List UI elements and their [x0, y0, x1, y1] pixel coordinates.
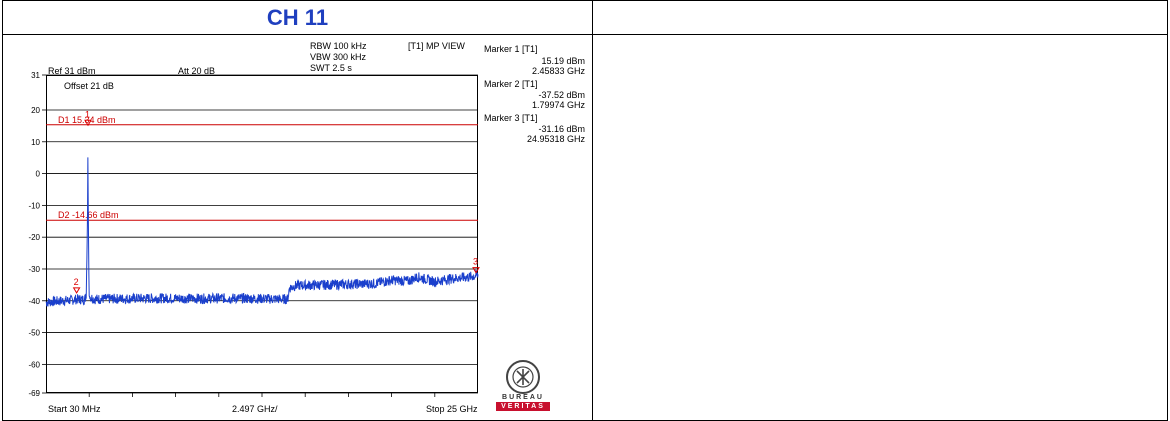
attenuation-label: Att 20 dB — [178, 66, 216, 76]
bureau-veritas-seal-icon — [506, 360, 540, 394]
span-per-division-label: 2.497 GHz/ — [232, 404, 278, 414]
y-tick-label: -30 — [28, 265, 40, 274]
view-label: [T1] MP VIEW — [408, 41, 465, 51]
marker-symbol — [84, 119, 92, 127]
page-title: CH 11 — [266, 5, 329, 30]
logo-text-bottom: VERITAS — [496, 402, 550, 411]
marker-3-freq: 24.95318 GHz — [526, 134, 585, 144]
marker-1-freq: 2.45833 GHz — [531, 66, 585, 76]
marker-symbol — [72, 287, 81, 294]
y-tick-label: -50 — [28, 329, 40, 338]
y-tick-label: 31 — [31, 71, 40, 80]
y-tick-label: -20 — [28, 233, 40, 242]
header-row — [2, 0, 1168, 35]
marker-2-level: -37.52 dBm — [538, 90, 585, 100]
marker-label: 2 — [74, 277, 79, 287]
y-tick-label: -60 — [28, 360, 40, 369]
swt-label: SWT 2.5 s — [310, 63, 352, 73]
start-frequency-label: Start 30 MHz — [48, 404, 101, 414]
marker-1-level: 15.19 dBm — [541, 56, 585, 66]
offset-label: Offset 21 dB — [64, 81, 114, 91]
rbw-label: RBW 100 kHz — [310, 41, 367, 51]
logo-text-top: BUREAU — [502, 394, 544, 401]
marker-1-title: Marker 1 [T1] — [484, 44, 538, 54]
y-tick-label: -40 — [28, 297, 40, 306]
y-tick-label: 20 — [31, 106, 40, 115]
bureau-veritas-logo: BUREAU VERITAS — [496, 360, 550, 411]
vbw-label: VBW 300 kHz — [310, 52, 367, 62]
ref-level-label: Ref 31 dBm — [48, 66, 96, 76]
plot-area — [46, 75, 478, 393]
marker-3-title: Marker 3 [T1] — [484, 113, 538, 123]
marker-label: 3 — [473, 257, 478, 267]
stop-frequency-label: Stop 25 GHz — [426, 404, 478, 414]
spectrum-trace — [45, 157, 479, 307]
y-tick-label: -69 — [28, 389, 40, 398]
marker-label: 1 — [85, 109, 90, 119]
y-tick-label: 10 — [31, 138, 40, 147]
marker-2-title: Marker 2 [T1] — [484, 79, 538, 89]
marker-3-level: -31.16 dBm — [538, 124, 585, 134]
marker-symbol — [472, 267, 480, 274]
y-tick-label: -10 — [28, 201, 40, 210]
marker-2-freq: 1.79974 GHz — [531, 100, 585, 110]
y-tick-label: 0 — [36, 170, 41, 179]
